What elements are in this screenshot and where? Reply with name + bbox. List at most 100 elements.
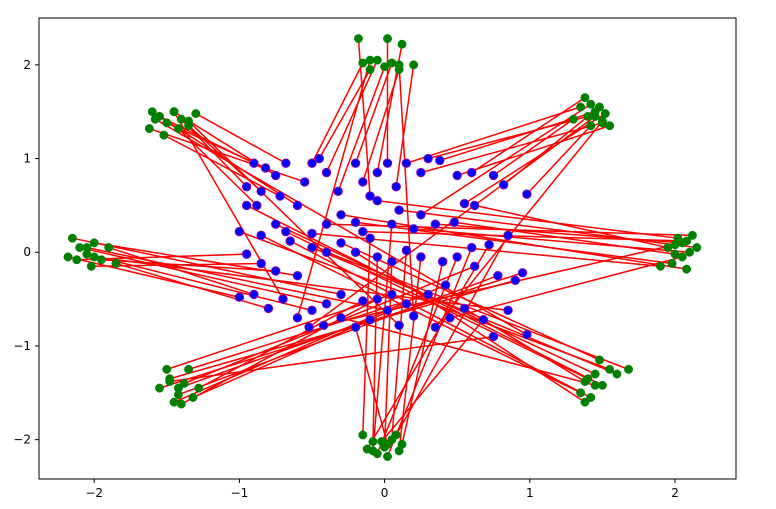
source-point (440, 280, 451, 290)
source-point (522, 189, 532, 199)
source-point (256, 186, 266, 197)
source-point (350, 217, 361, 227)
target-point (576, 388, 586, 398)
target-point (169, 107, 179, 117)
source-point (445, 313, 455, 323)
target-point (682, 236, 692, 246)
source-point (263, 303, 274, 314)
target-point (612, 369, 622, 379)
target-point (111, 259, 121, 268)
target-point (184, 364, 194, 374)
target-point (380, 62, 390, 72)
source-point (387, 219, 397, 229)
target-point (365, 55, 375, 65)
target-point (397, 439, 407, 449)
source-points-layer (234, 153, 532, 342)
connecting-line (366, 244, 490, 450)
source-point (503, 230, 513, 241)
target-point (586, 121, 596, 131)
connecting-line (526, 125, 592, 195)
source-point (249, 158, 259, 168)
source-point (307, 242, 317, 253)
source-point (307, 158, 317, 168)
connecting-line (362, 238, 371, 435)
connecting-line (471, 97, 586, 174)
source-point (350, 158, 361, 168)
connecting-line (493, 118, 574, 177)
target-point (586, 99, 596, 109)
source-point (260, 163, 271, 173)
connecting-line (166, 122, 266, 169)
target-point (184, 116, 194, 126)
source-point (275, 191, 285, 201)
source-point (292, 200, 303, 211)
connecting-line (395, 64, 415, 187)
connecting-line (166, 293, 393, 371)
target-point (580, 397, 590, 407)
source-point (469, 200, 480, 211)
connecting-line (391, 250, 408, 440)
source-point (365, 233, 375, 243)
target-point (173, 124, 183, 134)
x-tick-label: −2 (85, 486, 103, 500)
source-point (249, 289, 259, 300)
target-point (89, 252, 99, 262)
connecting-line (325, 59, 379, 173)
y-tick-label: 0 (23, 245, 31, 259)
source-point (478, 315, 489, 325)
source-point (256, 230, 266, 241)
source-point (382, 158, 393, 168)
target-point (104, 243, 114, 253)
connecting-line (86, 253, 313, 312)
target-point (165, 377, 175, 387)
target-point (82, 243, 92, 253)
source-point (285, 236, 295, 246)
plot-frame (38, 17, 737, 480)
connecting-line (178, 319, 371, 389)
source-point (241, 200, 252, 211)
target-point (568, 114, 578, 124)
source-point (336, 238, 346, 248)
source-point (416, 210, 426, 220)
source-point (336, 210, 346, 220)
target-point (590, 111, 600, 121)
source-point (498, 180, 509, 190)
target-point (147, 107, 157, 117)
connecting-line (377, 199, 679, 239)
source-point (307, 228, 317, 239)
source-point (382, 305, 393, 316)
connecting-line (173, 111, 284, 300)
connecting-line (434, 120, 603, 328)
target-point (368, 437, 378, 446)
source-point (252, 200, 262, 211)
connecting-line (386, 247, 473, 457)
source-point (423, 153, 433, 164)
source-point (449, 217, 459, 227)
target-point (150, 114, 160, 124)
y-tick-label: −2 (13, 433, 31, 447)
source-point (401, 158, 412, 168)
source-point (358, 226, 368, 237)
source-point (358, 177, 368, 187)
source-point (459, 198, 470, 209)
source-point (387, 289, 397, 300)
target-point (144, 124, 154, 134)
target-point (397, 39, 407, 49)
source-point (365, 315, 375, 325)
connecting-line (420, 122, 603, 174)
connecting-line (178, 274, 499, 396)
target-point (394, 60, 404, 70)
connecting-line (340, 214, 687, 270)
source-point (333, 186, 343, 197)
connecting-line (94, 256, 509, 312)
target-point (159, 130, 169, 140)
source-point (281, 226, 291, 237)
target-point (383, 452, 392, 461)
target-point (63, 252, 73, 262)
target-point (600, 109, 610, 119)
source-point (292, 313, 303, 323)
x-tick-label: −1 (231, 486, 249, 500)
source-point (401, 299, 412, 309)
target-point (586, 393, 596, 402)
source-point (314, 153, 324, 164)
